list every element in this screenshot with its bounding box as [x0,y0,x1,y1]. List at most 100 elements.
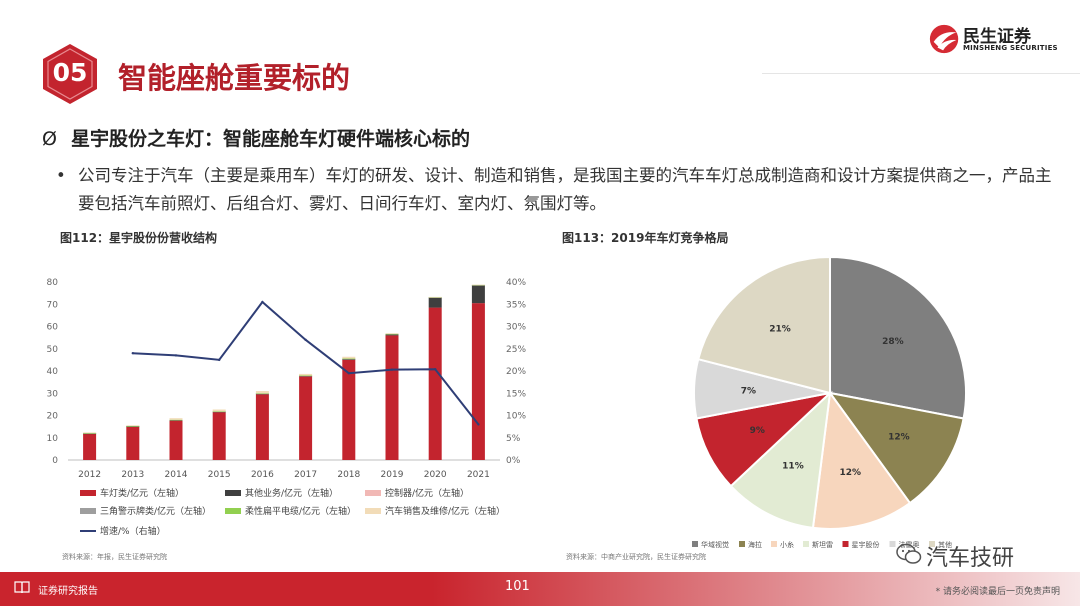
pie-legend-swatch [929,541,935,547]
pie-legend-label: 其他 [938,540,952,549]
x-tick-label: 2020 [424,470,447,480]
bar-segment [342,359,356,460]
legend-label: 车灯类/亿元（左轴） [100,487,184,499]
legend-swatch [80,490,96,496]
legend-label: 控制器/亿元（左轴） [385,487,469,499]
pie-slice [729,390,832,530]
figure-caption-right: 图113：2019年车灯竞争格局 [562,231,729,245]
legend-swatch [365,490,381,496]
pie-legend-label: 海拉 [748,540,762,549]
page-title: 智能座舱重要标的 [118,61,351,95]
bar-segment [83,432,97,434]
bullet-dot-icon: • [56,166,66,185]
growth-point [174,354,178,357]
x-tick-label: 2017 [294,470,317,480]
figure-caption-left: 图112：星宇股份份营收结构 [60,231,218,245]
x-tick-label: 2016 [251,470,274,480]
bar-segment [299,375,313,377]
footer-label: 证券研究报告 [38,586,98,597]
bar-segment [428,296,442,298]
y2-tick-label: 35% [506,300,526,310]
legend-label: 三角警示牌类/亿元（左轴） [100,505,211,517]
pie-data-label: 7% [741,386,756,396]
logo-subtext: MINSHENG SECURITIES [963,44,1058,52]
pie-slice [829,255,967,420]
y-tick-label: 60 [47,323,59,333]
pie-data-label: 21% [769,325,791,335]
bar-segment [299,373,313,376]
logo-icon [929,24,959,54]
pie-data-label: 9% [750,426,765,436]
bar-segment [428,297,442,308]
header-divider [762,73,1080,74]
figure-source-left: 资料来源：年报，民生证券研究院 [62,553,167,561]
footer-bar: 证券研究报告 101 * 请务必阅读最后一页免责声明 [0,572,1080,606]
watermark: 汽车技研 [896,540,1046,571]
legend-swatch [80,508,96,514]
subheading: Ø 星宇股份之车灯：智能座舱车灯硬件端核心标的 [42,124,470,151]
x-tick-label: 2013 [121,470,144,480]
bar-segment [471,285,485,304]
pie-slice [697,255,831,395]
x-tick-label: 2019 [381,470,404,480]
pie-legend-label: 斯坦雷 [812,540,833,549]
bar-segment [255,393,269,394]
legend-swatch [365,508,381,514]
bar-segment [83,433,97,434]
y-tick-label: 10 [47,434,59,444]
pie-data-label: 12% [840,468,862,478]
growth-point [390,368,394,371]
y2-tick-label: 30% [506,323,526,333]
x-tick-label: 2012 [78,470,101,480]
growth-point [304,338,307,342]
bar-segment [126,426,140,460]
y-tick-label: 40 [47,367,59,377]
bar-segment [83,433,97,460]
section-number: 05 [52,58,88,87]
x-tick-label: 2018 [337,470,360,480]
x-tick-label: 2021 [467,470,490,480]
y2-tick-label: 15% [506,389,526,399]
pie-legend-swatch [842,541,849,547]
bar-segment [385,334,399,336]
pie-data-label: 12% [888,433,910,443]
legend-label: 汽车销售及维修/亿元（左轴） [385,505,505,517]
market-share-pie-chart: 28%12%12%11%9%7%21%华域视觉 海拉 小糸 斯坦雷 星宇股份 法雷奥 其他 [692,255,967,549]
pie-legend-label: 小糸 [780,540,794,549]
bar-segment [428,307,442,460]
y-tick-label: 20 [47,412,59,422]
bar-segment [169,419,183,421]
growth-point [434,368,437,371]
revenue-structure-chart: 0 10 20 30 40 50 60 70 80 0% 5% 10% 15% 20% 25% 30% 35% 4… [47,278,527,537]
y2-tick-label: 40% [506,278,526,288]
y-tick-label: 0 [52,456,58,466]
y2-tick-label: 10% [506,412,526,422]
watermark-text: 汽车技研 [926,546,1015,571]
bar-segment [471,303,485,460]
pie-data-label: 28% [882,337,904,347]
bar-segment [342,358,356,360]
pie-legend-swatch [771,541,777,547]
pie-slice [811,390,912,530]
legend-swatch [225,490,241,496]
section-badge [43,44,97,104]
bar-segment [255,394,269,460]
y2-tick-label: 20% [506,367,526,377]
bar-segment [212,412,226,460]
pie-legend-label: 华域视觉 [701,540,729,549]
bar-segment [471,284,485,286]
book-icon [14,581,30,594]
growth-point [131,352,134,355]
bar-segment [385,333,399,334]
y2-tick-label: 0% [506,456,521,466]
legend-swatch [225,508,241,514]
bar-segment [169,420,183,460]
bar-segment [385,335,399,460]
growth-point [477,423,480,426]
subheading-bullet-icon: Ø [42,128,57,150]
pie-legend-swatch [692,541,698,547]
subheading-text: 星宇股份之车灯：智能座舱车灯硬件端核心标的 [70,128,470,150]
growth-point [261,300,264,304]
pie-legend-swatch [739,541,745,547]
x-tick-label: 2014 [165,470,188,480]
